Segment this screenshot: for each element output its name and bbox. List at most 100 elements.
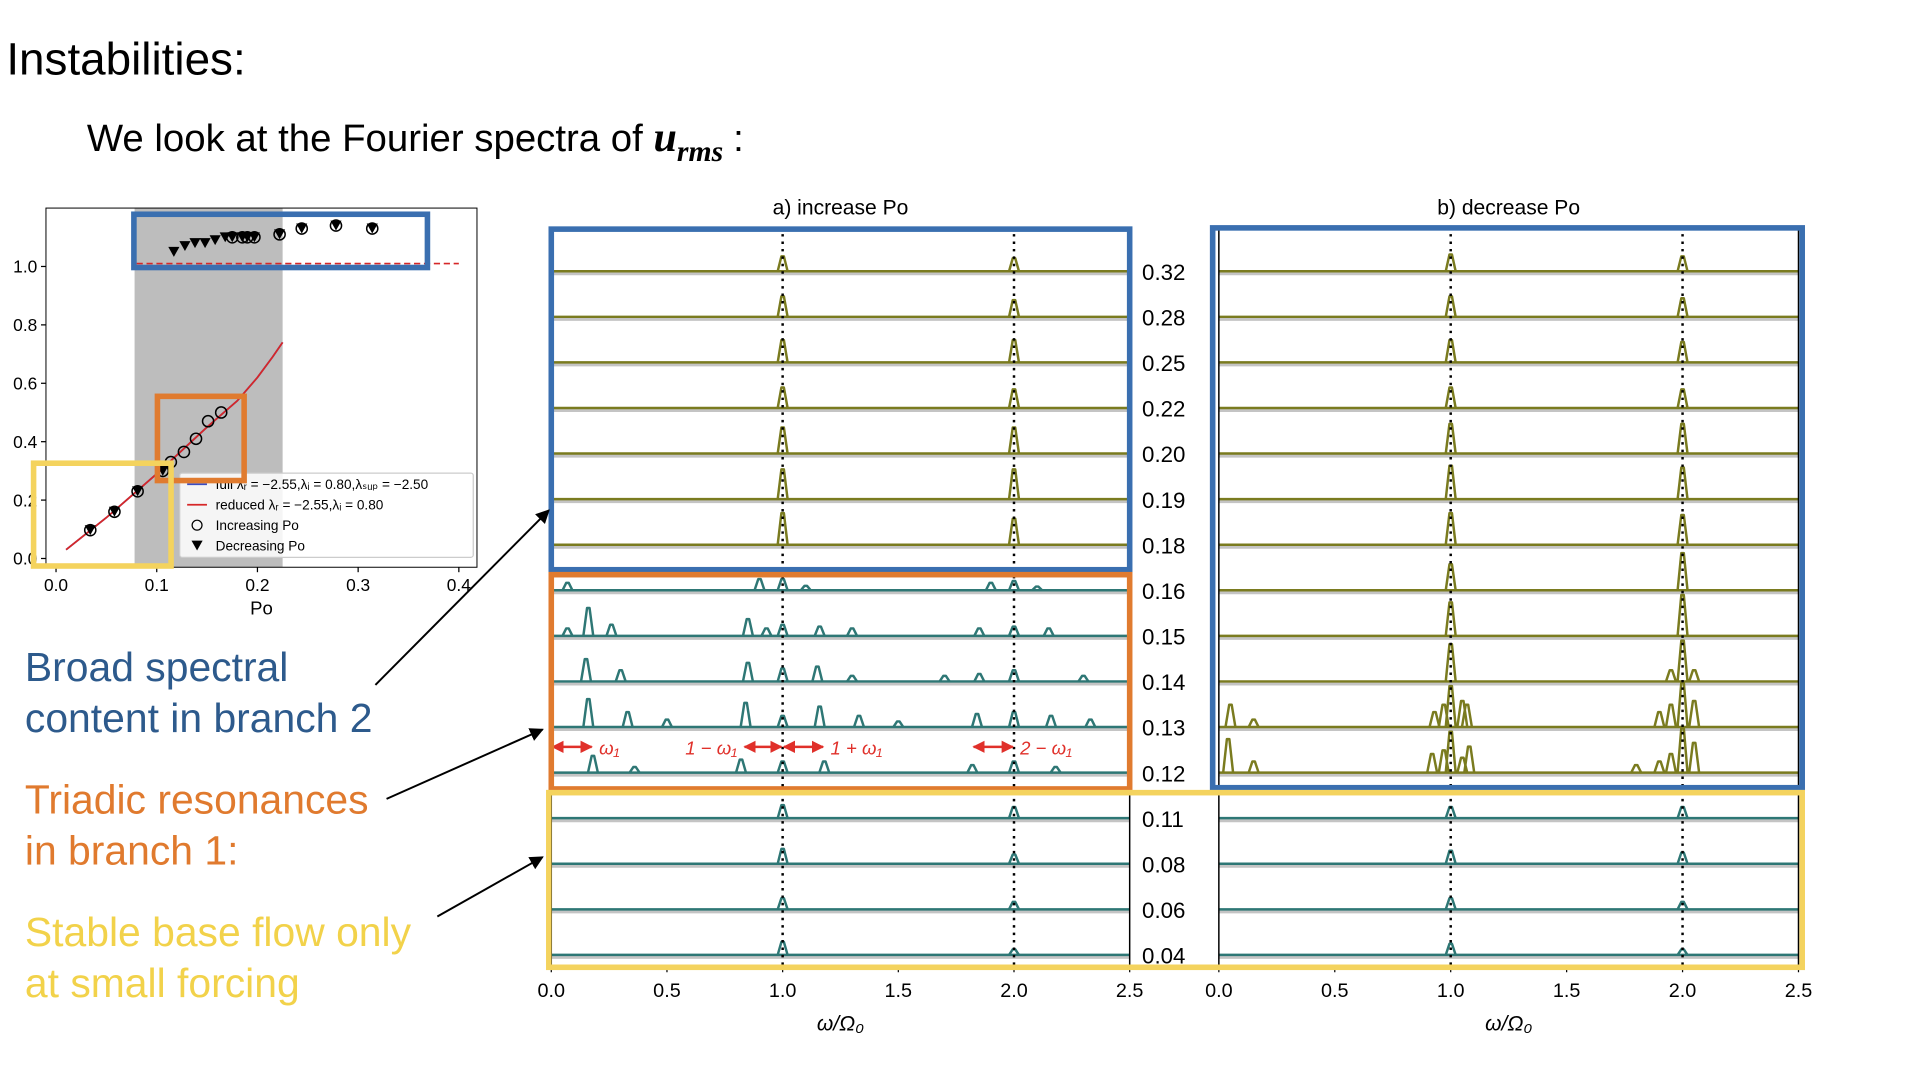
spectral-peak	[1653, 710, 1666, 728]
x-tick-label: 2.5	[1116, 980, 1144, 1002]
x-tick-label: 1.0	[769, 980, 797, 1002]
spectral-peak	[1007, 298, 1021, 318]
spectral-peak	[1031, 585, 1043, 592]
spectral-peak	[1444, 643, 1457, 682]
spectral-peak	[1460, 703, 1474, 728]
spectral-peak	[776, 667, 789, 682]
note-line: Stable base flow only	[25, 909, 412, 955]
spectral-peak	[561, 627, 574, 637]
x-tick-label: 0.0	[538, 980, 566, 1002]
spectral-peak	[1044, 714, 1058, 728]
point-increasing	[273, 228, 286, 241]
legend-label: full λᵣ = −2.55,λᵢ = 0.80,λₛᵤₚ = −2.50	[216, 477, 429, 492]
arrow	[436, 856, 544, 918]
spectral-peak	[1676, 466, 1689, 500]
spectral-peak	[1653, 760, 1666, 773]
x-tick-label: 1.5	[1553, 980, 1581, 1002]
point-increasing	[131, 485, 144, 498]
spectral-peak	[938, 674, 951, 683]
spectral-peak	[1687, 741, 1701, 773]
spectral-peak	[1444, 563, 1457, 591]
spectral-peak	[621, 710, 634, 728]
spectral-peak	[1247, 718, 1260, 728]
panel-title: b) decrease Po	[1437, 196, 1580, 219]
subtitle-subscript: rms	[677, 136, 723, 168]
note-line: in branch 1:	[25, 827, 239, 873]
point-increasing	[365, 222, 379, 235]
arrow	[374, 509, 550, 686]
legend-handle	[191, 540, 203, 551]
annotation-label: 1 + ω₁	[830, 737, 882, 758]
x-tick-label: 0.1	[145, 575, 169, 595]
spectral-peak	[1676, 340, 1689, 363]
spectral-peak	[973, 627, 986, 637]
spectral-peak	[776, 896, 789, 910]
x-tick-label: 0.5	[1321, 980, 1349, 1002]
spectral-peak	[753, 577, 766, 591]
y-tick-label: 1.0	[13, 257, 37, 277]
spectral-peak	[811, 665, 824, 682]
spectral-peak	[776, 338, 789, 363]
pointer-arrows	[374, 509, 550, 918]
row-label: 0.08	[1142, 852, 1185, 877]
spectral-peak	[760, 627, 773, 637]
arrow	[386, 728, 544, 800]
spectral-peak	[1444, 896, 1457, 910]
row-label: 0.16	[1142, 579, 1185, 604]
spectral-peak	[741, 661, 755, 682]
spectral-peak	[739, 701, 752, 728]
spectral-peak	[1444, 942, 1457, 956]
spectral-peak	[1084, 718, 1097, 728]
point-decreasing	[366, 223, 378, 234]
y-tick-label: 0.8	[13, 315, 37, 335]
spectral-peak	[628, 765, 641, 774]
spectral-peak	[1630, 763, 1643, 774]
row-label: 0.13	[1142, 716, 1185, 741]
y-tick-label: 0.4	[13, 432, 37, 452]
spectral-peak	[1007, 669, 1021, 682]
point-decreasing	[241, 232, 253, 243]
point-decreasing	[296, 223, 308, 234]
spectral-peak	[1049, 765, 1062, 774]
spectral-peak	[892, 720, 905, 728]
spectral-peak	[1077, 674, 1090, 683]
spectral-peak	[1007, 760, 1021, 773]
x-tick-label: 2.5	[1785, 980, 1813, 1002]
point-decreasing	[168, 246, 180, 257]
x-tick-label: 0.3	[346, 575, 370, 595]
point-decreasing	[199, 238, 211, 249]
row-label: 0.19	[1142, 488, 1185, 513]
subtitle-end: :	[733, 117, 744, 160]
y-tick-label: 0.6	[13, 373, 37, 393]
spectral-peak	[1444, 253, 1457, 272]
spectral-peak	[852, 714, 866, 728]
x-tick-label: 2.0	[1000, 980, 1028, 1002]
row-label: 0.22	[1142, 397, 1185, 422]
box-stable-spectra	[546, 789, 1805, 971]
spectral-peak	[1444, 422, 1457, 454]
spectral-peak	[845, 627, 859, 637]
note-line: Broad spectral	[25, 644, 288, 690]
spectral-peak	[1444, 464, 1457, 500]
spectral-peak	[586, 754, 600, 773]
point-decreasing	[209, 235, 221, 246]
spectral-peak	[776, 295, 789, 318]
row-label: 0.32	[1142, 260, 1185, 285]
box-a-branch2	[548, 226, 1133, 573]
spectral-peak	[813, 625, 826, 637]
spectral-peak	[614, 669, 627, 682]
charts: Broad spectral content in branch 2 Triadic…	[13, 196, 1812, 1035]
plot-frame	[45, 207, 478, 568]
spectral-peak	[1676, 639, 1689, 682]
point-decreasing	[226, 232, 238, 243]
spectral-peak	[776, 847, 789, 865]
x-tick-label: 0.2	[245, 575, 269, 595]
point-decreasing	[219, 232, 231, 243]
spectral-peak	[1247, 760, 1260, 773]
point-increasing	[329, 219, 343, 232]
note: Broad spectral content in branch 2	[25, 644, 373, 741]
spectral-peak	[776, 468, 789, 500]
spectral-peak	[973, 672, 986, 682]
row-label: 0.28	[1142, 305, 1185, 330]
